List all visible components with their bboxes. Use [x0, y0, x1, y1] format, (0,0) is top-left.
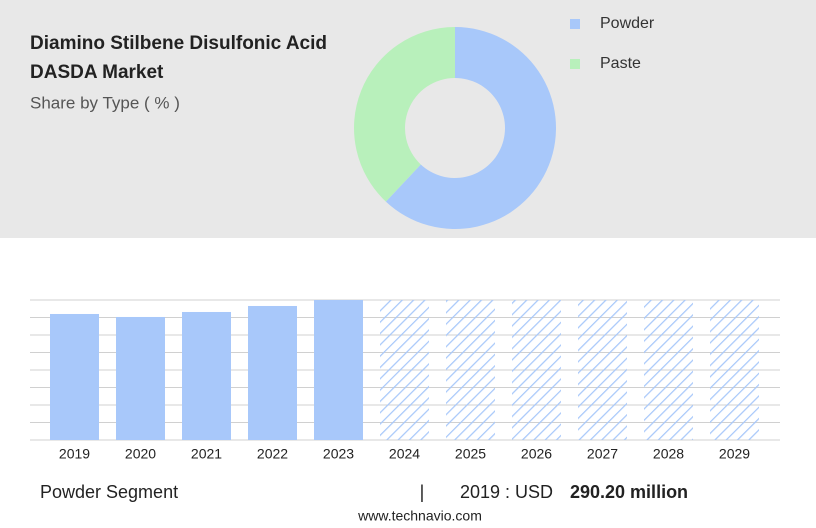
website: www.technavio.com [357, 508, 482, 524]
legend-label: Paste [600, 55, 641, 72]
donut-slice [354, 27, 455, 202]
x-tick-label: 2027 [587, 446, 618, 462]
bar [116, 316, 165, 440]
x-tick-label: 2026 [521, 446, 552, 462]
x-tick-label: 2029 [719, 446, 750, 462]
x-tick-label: 2022 [257, 446, 288, 462]
forecast-placeholder [710, 300, 759, 440]
bar [182, 311, 231, 440]
forecast-placeholder [644, 300, 693, 440]
chart-subtitle: Share by Type ( % ) [30, 93, 180, 112]
forecast-placeholder [578, 300, 627, 440]
chart-title: Diamino Stilbene Disulfonic Acid DASDA Ma… [30, 33, 327, 83]
x-tick-label: 2028 [653, 446, 684, 462]
bar [314, 300, 363, 440]
legend-swatch [570, 59, 580, 69]
donut-slice [385, 27, 557, 229]
bar [248, 305, 297, 440]
x-tick-label: 2025 [455, 446, 486, 462]
x-tick-label: 2021 [191, 446, 222, 462]
x-tick-label: 2023 [323, 446, 354, 462]
footer-year: 2019 : USD [460, 482, 553, 502]
legend-label: Powder [600, 15, 655, 32]
forecast-placeholder [512, 300, 561, 440]
legend-swatch [570, 19, 580, 29]
x-tick-label: 2024 [389, 446, 420, 462]
forecast-placeholder [380, 300, 429, 440]
footer-separator: | [420, 482, 425, 502]
x-tick-label: 2019 [59, 446, 90, 462]
x-tick-label: 2020 [125, 446, 156, 462]
forecast-placeholder [446, 300, 495, 440]
footer-segment: Powder Segment [40, 482, 178, 502]
bar [50, 313, 99, 440]
footer-value: 290.20 million [570, 482, 688, 502]
